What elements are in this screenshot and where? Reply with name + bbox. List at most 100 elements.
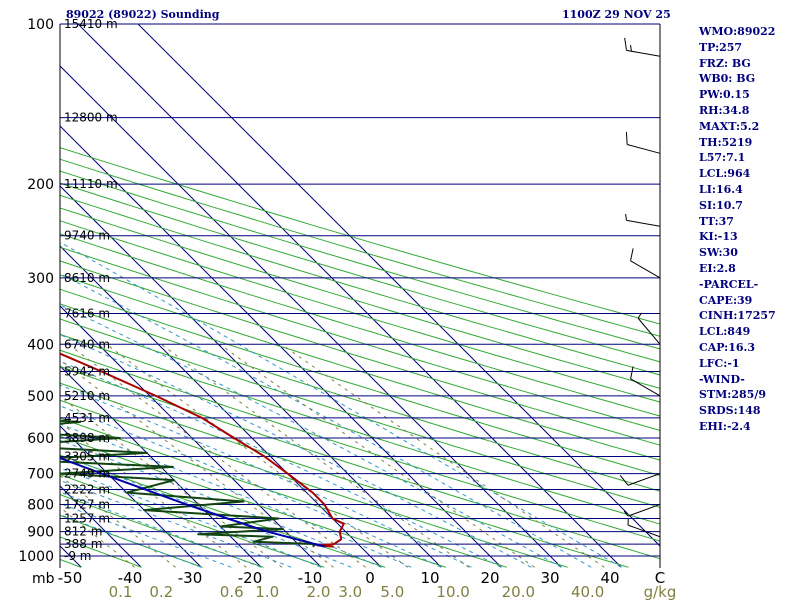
dry-adiabat — [60, 260, 660, 446]
dry-adiabat — [60, 514, 203, 568]
dry-adiabat — [60, 454, 386, 568]
barb-staff — [637, 317, 661, 345]
isotherm-line — [60, 125, 502, 568]
pressure-label: 400 — [27, 337, 54, 353]
barb-flag — [630, 366, 634, 379]
height-label: 15410 m — [64, 17, 118, 31]
mixing-ratio-line — [106, 343, 409, 568]
mixing-ratio-line — [160, 343, 470, 568]
wind-barb — [637, 312, 661, 345]
wind-barb — [623, 503, 661, 517]
mixing-ratio-line — [60, 421, 247, 568]
mixing-ratio-tick-label: 0.2 — [149, 583, 173, 600]
dry-adiabat — [60, 147, 660, 325]
height-label: 3305 m — [64, 449, 110, 463]
temperature-tick-label: -20 — [238, 569, 263, 587]
mixing-ratio-tick-label: 20.0 — [502, 583, 535, 600]
height-label: 12800 m — [64, 111, 118, 125]
pressure-label: 800 — [27, 497, 54, 513]
barb-staff — [630, 260, 661, 279]
wind-barb — [625, 214, 661, 227]
barb-half-flag — [637, 312, 642, 319]
isotherm-line — [60, 65, 562, 568]
wind-barb — [630, 248, 661, 279]
height-label: 2222 m — [64, 483, 110, 497]
index-item: CINH:17257 — [699, 309, 776, 323]
mixing-ratio-tick-label: 10.0 — [436, 583, 469, 600]
chart-timestamp: 1100Z 29 NOV 25 — [562, 8, 671, 21]
mixing-ratio-tick-label: 0.6 — [220, 583, 244, 600]
mixing-ratio-tick-label: 2.0 — [307, 583, 331, 600]
dry-adiabat — [60, 233, 660, 417]
pressure-label: 700 — [27, 467, 54, 483]
wind-barb — [630, 366, 661, 397]
height-label: 11110 m — [64, 177, 118, 191]
pressure-unit-label: mb — [32, 571, 55, 587]
index-item: RH:34.8 — [699, 103, 750, 117]
barb-flag — [625, 131, 628, 145]
barb-staff — [627, 503, 661, 517]
wind-barb — [625, 131, 661, 154]
mixing-ratio-line — [60, 395, 283, 568]
dry-adiabat — [60, 207, 660, 389]
height-label: 812 m — [64, 525, 102, 539]
dry-adiabat — [60, 349, 660, 542]
dry-adiabat — [60, 494, 264, 568]
dry-adiabat — [60, 158, 660, 337]
barb-flag — [630, 248, 634, 261]
isotherm-line — [60, 185, 442, 568]
mixing-ratio-line — [219, 343, 535, 568]
barb-half-flag — [625, 214, 628, 221]
barb-half-flag — [623, 510, 629, 517]
pressure-label: 500 — [27, 389, 54, 405]
index-item: TH:5219 — [699, 135, 753, 149]
pressure-label: 300 — [27, 271, 54, 287]
pressure-label: 200 — [27, 177, 54, 193]
index-item: WB0: BG — [699, 72, 756, 86]
temperature-line — [60, 352, 345, 548]
pressure-label: 100 — [27, 17, 54, 33]
pressure-label: 600 — [27, 431, 54, 447]
barb-staff — [626, 49, 661, 57]
mixing-ratio-tick-label: 0.1 — [109, 583, 133, 600]
temperature-tick-label: 0 — [365, 569, 375, 587]
dewpoint-line — [60, 419, 318, 548]
index-item: MAXT:5.2 — [699, 119, 760, 133]
index-item: KI:-13 — [699, 230, 738, 244]
index-item: FRZ: BG — [699, 56, 751, 70]
mixing-ratio-line — [60, 359, 334, 568]
barb-staff — [627, 473, 661, 486]
temperature-tick-label: -30 — [178, 569, 203, 587]
isotherm-line — [0, 24, 21, 567]
dry-adiabat — [60, 220, 660, 403]
temperature-tick-label: -40 — [118, 569, 143, 587]
index-item: EI:2.8 — [699, 261, 736, 275]
dry-adiabat — [60, 288, 660, 477]
height-label: 7616 m — [64, 306, 110, 320]
barb-half-flag — [630, 44, 632, 52]
index-item: -PARCEL- — [699, 277, 759, 291]
index-item: WMO:89022 — [699, 25, 776, 38]
height-label: 388 m — [64, 537, 102, 551]
dry-adiabat — [60, 170, 660, 350]
mixing-ratio-tick-label: g/kg — [644, 583, 677, 600]
dry-adiabat — [60, 246, 660, 431]
temperature-tick-label: 30 — [540, 569, 559, 587]
height-label: 5210 m — [64, 389, 110, 403]
index-item: CAPE:39 — [699, 293, 753, 307]
temperature-tick-label: 20 — [480, 569, 499, 587]
mixing-ratio-line — [60, 474, 176, 568]
barb-staff — [627, 144, 661, 154]
temperature-tick-label: -10 — [298, 569, 323, 587]
pressure-label: 900 — [27, 525, 54, 541]
barb-staff — [630, 378, 661, 397]
wind-barb — [619, 473, 661, 486]
index-item: PW:0.15 — [699, 88, 750, 102]
dry-adiabat — [60, 194, 660, 376]
isotherm-line — [77, 24, 622, 568]
index-item: TT:37 — [699, 214, 734, 228]
index-item: L57:7.1 — [699, 151, 746, 165]
index-item: LCL:964 — [699, 167, 751, 181]
mixing-ratio-tick-label: 3.0 — [338, 583, 362, 600]
